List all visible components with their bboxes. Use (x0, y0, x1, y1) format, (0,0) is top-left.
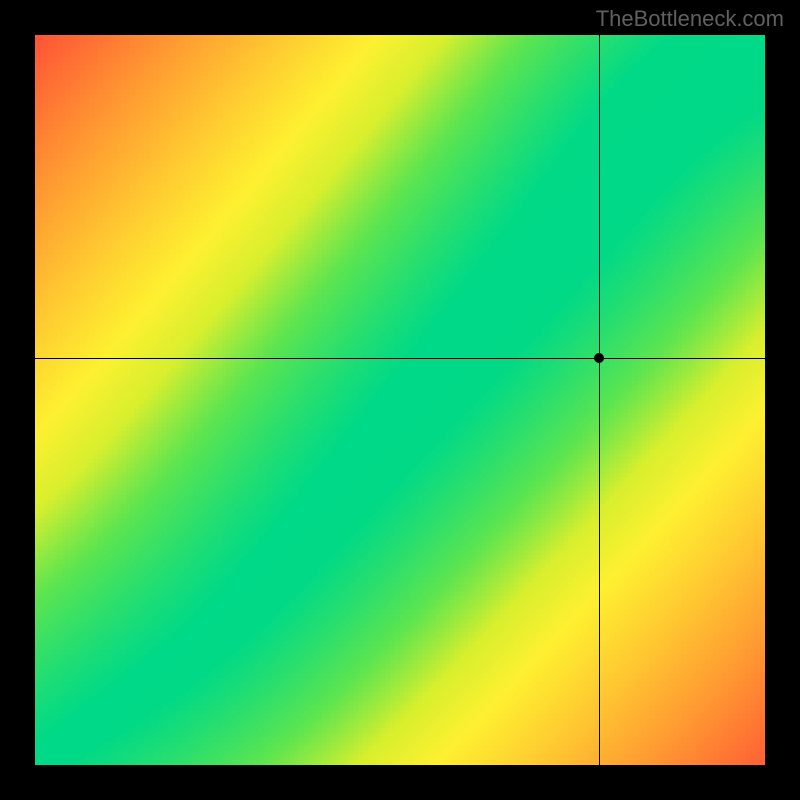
crosshair-horizontal (35, 358, 765, 359)
watermark-text: TheBottleneck.com (596, 6, 784, 32)
bottleneck-heatmap (35, 35, 765, 765)
heatmap-canvas (35, 35, 765, 765)
crosshair-vertical (599, 35, 600, 765)
crosshair-marker (594, 353, 604, 363)
